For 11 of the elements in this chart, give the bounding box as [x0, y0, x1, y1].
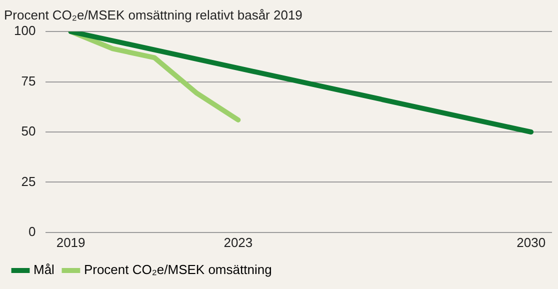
- y-tick-label: 0: [28, 224, 36, 239]
- x-tick-label: 2023: [224, 234, 253, 250]
- y-tick-label: 100: [14, 23, 36, 38]
- y-tick-label: 50: [21, 124, 36, 139]
- chart-title: Procent CO₂e/MSEK omsättning relativt basår 2019: [4, 7, 302, 22]
- y-tick-label: 25: [21, 174, 36, 189]
- legend-label: Procent CO₂e/MSEK omsättning: [84, 262, 272, 278]
- x-tick-label: 2030: [516, 234, 546, 250]
- x-tick-label: 2019: [56, 234, 86, 250]
- legend-label: Mål: [34, 262, 55, 278]
- y-tick-label: 75: [21, 73, 36, 88]
